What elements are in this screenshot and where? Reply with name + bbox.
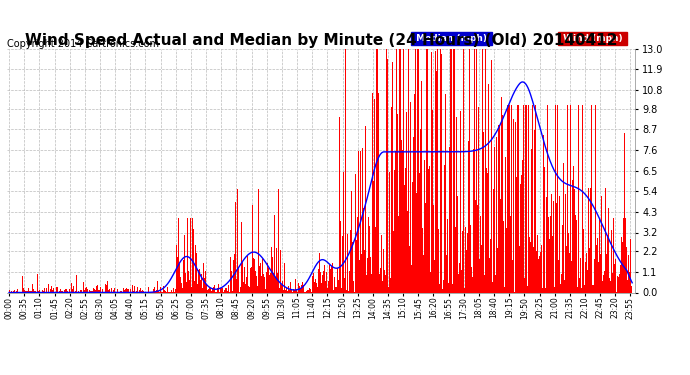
Text: Copyright 2014 Cartronics.com: Copyright 2014 Cartronics.com — [7, 39, 159, 50]
Text: Median (mph): Median (mph) — [413, 34, 491, 43]
Text: Wind (mph): Wind (mph) — [560, 34, 625, 43]
Title: Wind Speed Actual and Median by Minute (24 Hours) (Old) 20140412: Wind Speed Actual and Median by Minute (… — [25, 33, 617, 48]
